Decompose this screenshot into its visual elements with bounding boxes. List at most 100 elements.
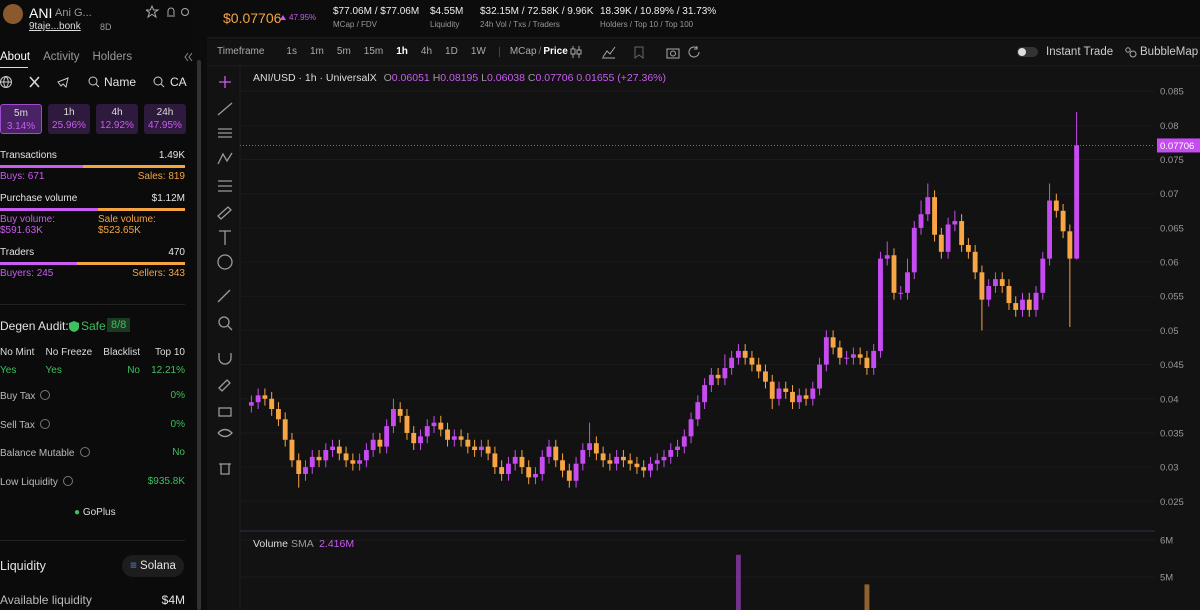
available-label: Available liquidity <box>0 593 92 607</box>
candle-body <box>823 337 829 365</box>
candle-body <box>600 453 606 461</box>
candle-body <box>512 456 518 464</box>
audit-column: No Mint Yes <box>0 347 34 376</box>
toggle[interactable] <box>1017 47 1038 57</box>
period-box[interactable]: 24h 47.95% <box>144 104 186 134</box>
candle-body <box>918 214 924 228</box>
mode[interactable]: MCap <box>509 46 537 57</box>
candle-body <box>729 357 735 369</box>
token-actions[interactable] <box>146 5 191 19</box>
search-icon <box>153 76 165 88</box>
buys: Buys: 671 <box>0 171 44 182</box>
y-tick-label: 0.08 <box>1160 121 1179 132</box>
candle-body <box>884 255 890 259</box>
candle-body <box>539 456 545 474</box>
candle-body <box>905 272 910 293</box>
chain-name: Solana <box>140 560 176 572</box>
candle-body <box>533 473 538 478</box>
candle-body <box>878 258 883 351</box>
ratio-bar <box>0 165 185 168</box>
collapse[interactable] <box>184 52 194 62</box>
ohlc-value: 0.06038 <box>487 72 525 84</box>
stat: 18.39K / 10.89% / 31.73% Holders / Top 10… <box>600 6 716 29</box>
token-avatar <box>3 4 23 24</box>
section-label: Transactions <box>0 150 57 161</box>
interval[interactable]: 1m <box>309 46 324 57</box>
value: 819 <box>168 171 185 182</box>
interval[interactable]: 5m <box>336 46 351 57</box>
candle-body <box>465 439 471 447</box>
candle-body <box>485 446 491 454</box>
candle-body <box>634 463 640 468</box>
audit-row: Sell Tax 0% <box>0 418 185 448</box>
candle-body <box>316 456 322 461</box>
mode[interactable]: Price <box>543 46 568 57</box>
link-name[interactable]: Name <box>104 75 137 89</box>
tab[interactable]: Holders <box>92 51 133 63</box>
candle-body <box>986 285 992 300</box>
chart-title: ANI/USD · 1h · UniversalX <box>253 72 377 84</box>
candle-body <box>769 381 775 399</box>
candle-body <box>384 426 390 447</box>
candle-body <box>965 244 971 252</box>
candle-body <box>296 460 302 474</box>
candle-body <box>390 409 396 427</box>
social-links[interactable] <box>0 75 80 89</box>
label: Sales: <box>137 171 166 182</box>
link-ca[interactable]: CA <box>170 75 187 89</box>
candle-body <box>566 470 572 481</box>
token-address[interactable]: 9taje...bonk <box>29 21 81 32</box>
bubblemap[interactable]: BubbleMap <box>1140 46 1199 58</box>
stat: $4.55M Liquidity <box>430 6 463 29</box>
candle-body <box>458 436 464 440</box>
candle-body <box>749 357 755 365</box>
tab-underline <box>0 67 28 68</box>
sellers: Sellers: 343 <box>132 268 185 279</box>
y-tick-label: 0.035 <box>1160 428 1184 439</box>
candle-body <box>850 354 856 358</box>
section-total: $1.12M <box>151 193 185 204</box>
candle-body <box>560 460 565 471</box>
candle-body <box>573 463 579 481</box>
interval[interactable]: 15m <box>363 46 384 57</box>
scrollbar[interactable] <box>197 60 201 610</box>
audit-row-label: Low Liquidity <box>0 476 58 488</box>
y-tick-label: 0.07 <box>1160 189 1179 200</box>
audit-row-value: 0% <box>170 390 185 401</box>
separator-bar <box>498 46 500 57</box>
tab[interactable]: Activity <box>43 51 80 63</box>
candle-body <box>722 368 728 379</box>
candle-body <box>343 453 349 461</box>
candle-body <box>546 446 552 457</box>
candle-body <box>289 439 295 461</box>
period-box[interactable]: 4h 12.92% <box>96 104 138 134</box>
audit-row-label: Buy Tax <box>0 391 36 402</box>
audit-columns: No Mint Yes No Freeze Yes Blacklist No Top 10 1… <box>0 347 185 376</box>
audit-column-label: No Freeze <box>45 347 93 358</box>
period-box[interactable]: 1h 25.96% <box>48 104 90 134</box>
instant-trade[interactable]: Instant Trade <box>1046 46 1114 58</box>
period-box[interactable]: 5m 3.14% <box>0 104 42 134</box>
candle-body <box>864 357 870 369</box>
interval[interactable]: 4h <box>420 46 433 57</box>
stat-value: $4.55M <box>430 6 464 17</box>
ohlc-label: O <box>383 72 392 84</box>
interval[interactable]: 1s <box>286 46 297 57</box>
section-label: Purchase volume <box>0 193 78 204</box>
audit-score: 8/8 <box>107 318 131 332</box>
info-icon <box>40 390 51 400</box>
audit-column-value: No <box>127 365 140 376</box>
candle-body <box>1074 145 1080 259</box>
toolbar-icons[interactable] <box>570 45 710 59</box>
candle-body <box>654 460 660 464</box>
interval[interactable]: 1W <box>470 46 486 57</box>
y-tick-label: 0.045 <box>1160 360 1184 371</box>
tab[interactable]: About <box>0 51 31 63</box>
drawing-tools[interactable] <box>217 76 233 475</box>
interval[interactable]: 1D <box>445 46 458 57</box>
candle-body <box>411 432 417 444</box>
candle-body <box>553 446 559 461</box>
interval[interactable]: 1h <box>396 46 408 57</box>
y-tick-label: 0.055 <box>1160 292 1184 303</box>
candle-body <box>1033 292 1039 310</box>
